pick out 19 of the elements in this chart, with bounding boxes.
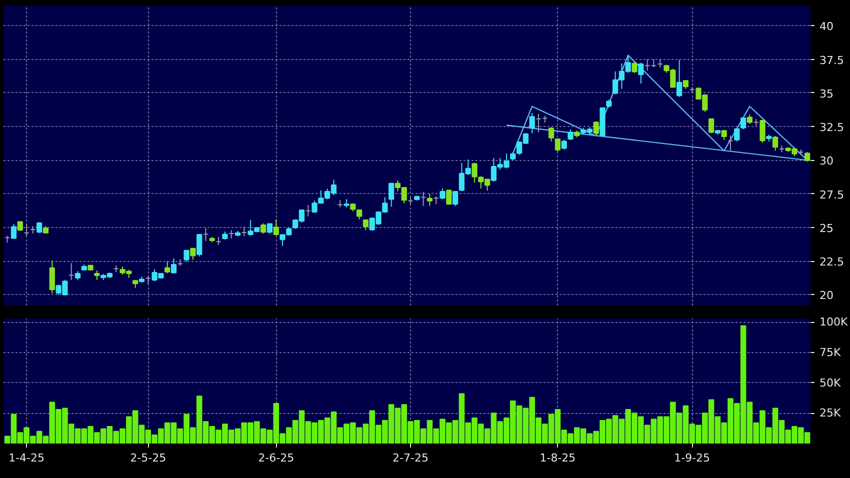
y-tick-label: 27.5 [820, 188, 844, 202]
x-tick-label: 2-7-25 [392, 452, 428, 464]
y-tick-label: 25K [820, 406, 842, 420]
y-tick-label: 35 [820, 87, 834, 100]
y-tick-label: 30 [820, 154, 834, 168]
y-tick-label: 75K [820, 346, 842, 359]
x-tick-label: 1-9-25 [674, 452, 710, 464]
y-tick-label: 50K [820, 376, 842, 390]
y-tick-label: 32.5 [820, 121, 844, 134]
x-tick-label: 1-4-25 [8, 452, 45, 464]
y-tick-label: 20 [820, 289, 834, 302]
y-tick-label: 40 [820, 20, 834, 34]
y-tick-label: 100K [820, 316, 848, 329]
y-tick-label: 25 [820, 222, 834, 235]
x-tick-label: 1-8-25 [540, 452, 576, 464]
x-tick-label: 2-5-25 [130, 452, 166, 464]
y-tick-label: 37.5 [820, 54, 844, 67]
y-tick-label: 22.5 [820, 256, 844, 269]
x-tick-label: 2-6-25 [258, 452, 294, 464]
